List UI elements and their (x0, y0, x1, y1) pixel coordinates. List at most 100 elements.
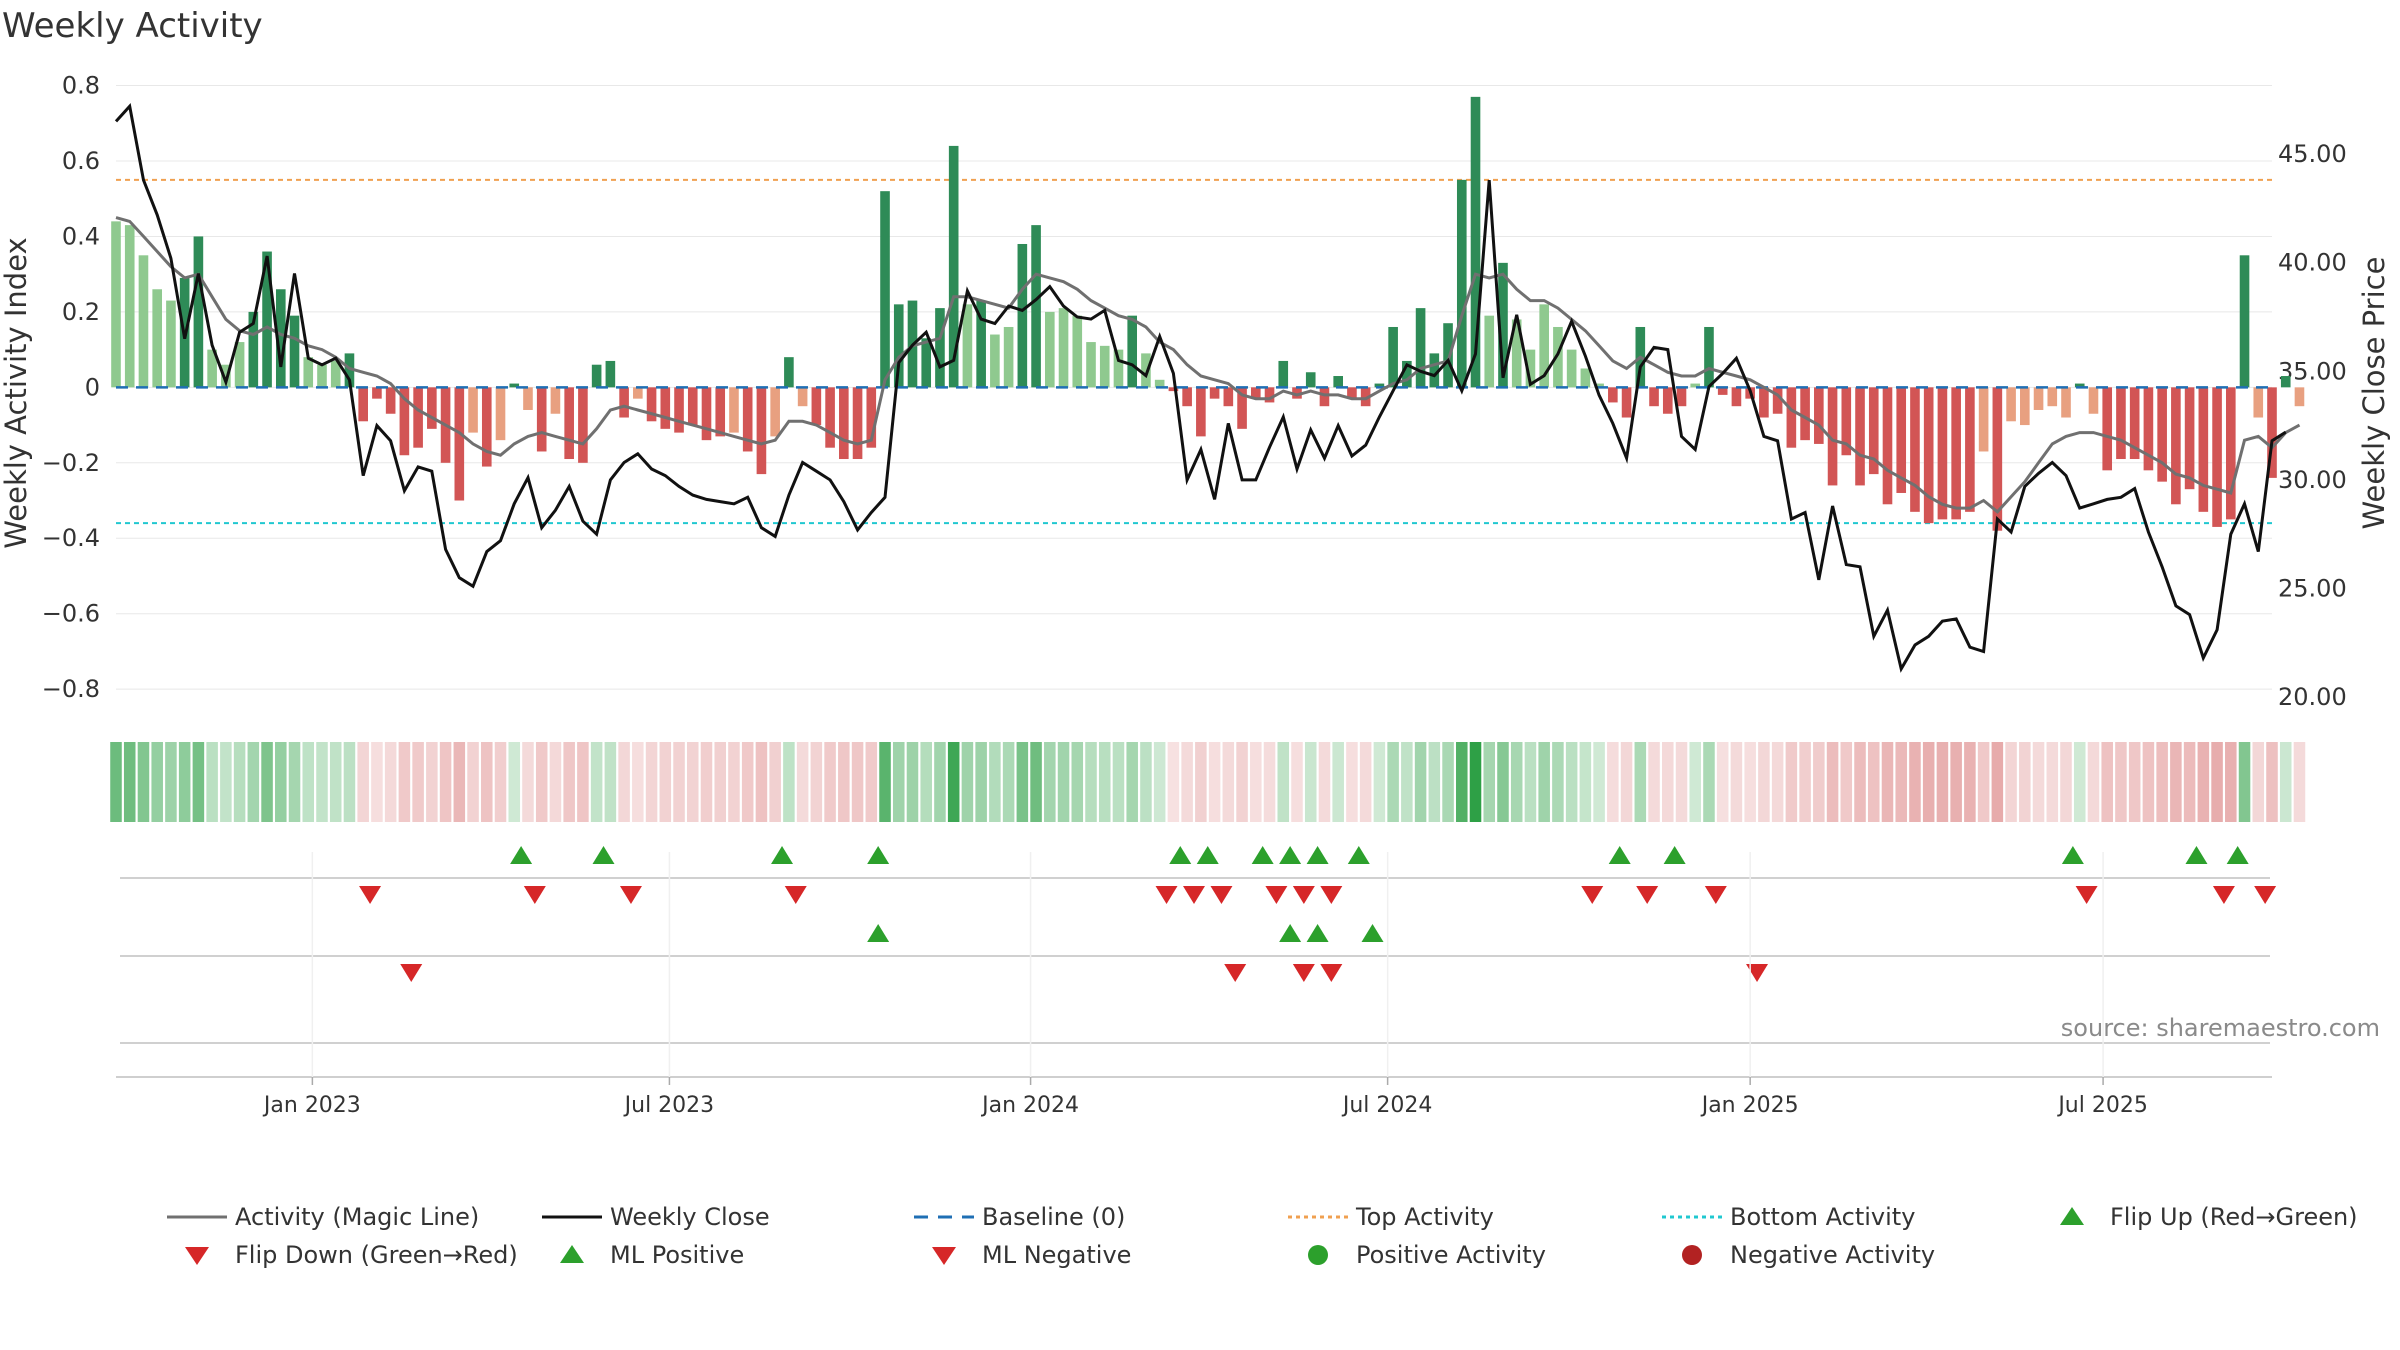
activity-bar (2006, 387, 2016, 422)
heat-strip-cell (755, 742, 768, 822)
activity-bar (1099, 345, 1110, 388)
heat-strip-cell (2211, 742, 2223, 822)
activity-bar (1580, 368, 1591, 388)
flip-up-marker (2226, 846, 2249, 864)
activity-bar (990, 334, 1000, 388)
activity-bar (1896, 387, 1907, 493)
activity-bar (385, 387, 396, 414)
chart-title: Weekly Activity (2, 6, 263, 46)
activity-bar (1292, 387, 1302, 399)
activity-bar (1951, 387, 1961, 520)
heat-strip-cell (769, 742, 781, 822)
flip-down-marker (1292, 886, 1315, 904)
activity-bar (2184, 387, 2195, 490)
heat-strip-cell (824, 742, 836, 822)
heat-strip-cell (686, 742, 699, 822)
activity-bar (715, 387, 726, 437)
heat-strip-cell (343, 742, 356, 822)
activity-bar (1141, 353, 1151, 388)
activity-bar (674, 387, 684, 433)
activity-bar (811, 387, 822, 426)
activity-bar (2212, 387, 2222, 527)
heat-strip-cell (522, 742, 534, 822)
heat-strip-cell (1469, 742, 1482, 822)
activity-bar (1978, 387, 1989, 452)
flip-up-marker (1251, 846, 1274, 864)
heat-strip-cell (1909, 742, 1921, 822)
heat-strip-cell (220, 742, 232, 822)
activity-bar (1759, 387, 1769, 418)
activity-bar (893, 304, 904, 388)
activity-bar (935, 308, 945, 388)
y2-tick-label: 25.00 (2278, 575, 2347, 603)
legend-item-positive-activity: Positive Activity (1286, 1238, 1546, 1272)
heat-strip-cell (1442, 742, 1454, 822)
heat-strip-cell (618, 742, 630, 822)
ml-up-marker (1306, 924, 1329, 942)
heat-strip-cell (1689, 742, 1702, 822)
heat-strip-cell (1098, 742, 1111, 822)
heat-strip-cell (2087, 742, 2100, 822)
legend-item-flip-down: Flip Down (Green→Red) (165, 1238, 518, 1272)
activity-bar (1113, 349, 1124, 388)
activity-bar (124, 225, 135, 388)
activity-bar (166, 300, 176, 388)
heat-strip-cell (947, 742, 960, 822)
heat-strip-cell (206, 742, 218, 822)
flip-up-marker (1169, 846, 1192, 864)
heat-strip-cell (1744, 742, 1756, 822)
heat-strip-cell (1401, 742, 1413, 822)
activity-bar (1525, 349, 1536, 388)
heat-strip-cell (1565, 742, 1578, 822)
activity-bar (1511, 319, 1522, 388)
flip-up-marker (2185, 846, 2208, 864)
heat-strip-cell (2142, 742, 2155, 822)
heat-strip-cell (2115, 742, 2127, 822)
activity-bar (468, 387, 478, 433)
heat-strip-cell (398, 742, 411, 822)
legend-item-ml-positive: ML Positive (540, 1238, 744, 1272)
flip-up-marker (867, 846, 890, 864)
heat-strip-cell (1236, 742, 1248, 822)
activity-bar (193, 236, 204, 388)
activity-bar (1717, 387, 1728, 395)
activity-bar (839, 387, 849, 460)
heat-strip-cell (1840, 742, 1853, 822)
heat-strip-cell (1648, 742, 1660, 822)
heat-strip-cell (261, 742, 273, 822)
heat-strip-cell (1291, 742, 1303, 822)
activity-bar (1058, 308, 1069, 388)
heat-strip-cell (1085, 742, 1097, 822)
heat-strip-cell (1359, 742, 1372, 822)
heat-strip-cell (508, 742, 521, 822)
flip-down-marker (1183, 886, 1205, 904)
heat-strip-cell (2293, 742, 2306, 822)
legend-label: Negative Activity (1730, 1241, 1936, 1269)
activity-bar (2239, 255, 2250, 388)
flip-down-marker (1320, 886, 1343, 904)
y2-tick-label: 20.00 (2278, 683, 2347, 711)
heat-strip-cell (1977, 742, 1990, 822)
heat-strip-cell (1936, 742, 1949, 822)
activity-bar (2074, 383, 2085, 388)
heat-strip-cell (1497, 742, 1509, 822)
activity-bar (262, 251, 272, 388)
heat-strip-cell (673, 742, 685, 822)
activity-bar (756, 387, 767, 475)
heat-strip-cell (1250, 742, 1262, 822)
x-tick-label: Jul 2024 (1341, 1093, 1433, 1118)
activity-bar (1923, 387, 1934, 524)
activity-bar (2129, 387, 2140, 460)
legend-label: Activity (Magic Line) (235, 1203, 480, 1231)
activity-bar (1800, 387, 1810, 441)
y-tick-label: −0.6 (42, 600, 100, 628)
heat-strip-cell (233, 742, 246, 822)
activity-bar (303, 357, 314, 388)
heat-strip-cell (796, 742, 809, 822)
activity-bar (2033, 387, 2044, 410)
activity-bar (1072, 315, 1083, 388)
heat-strip-cell (549, 742, 562, 822)
heat-strip-cell (453, 742, 466, 822)
flip-up-marker (1663, 846, 1686, 864)
activity-bar (591, 364, 602, 388)
